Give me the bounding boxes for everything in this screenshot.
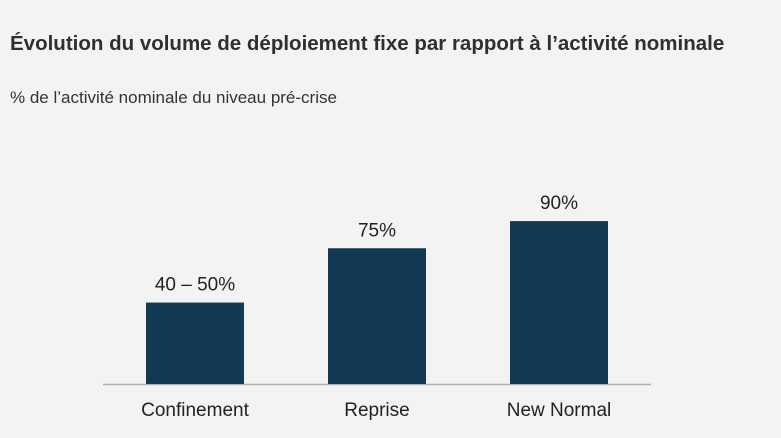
chart-subtitle: % de l’activité nominale du niveau pré-c… xyxy=(10,88,337,107)
chart-title: Évolution du volume de déploiement fixe … xyxy=(10,32,725,55)
data-label: 40 – 50% xyxy=(155,275,235,296)
bar xyxy=(510,221,608,384)
bar xyxy=(146,302,244,384)
x-tick-label: New Normal xyxy=(507,400,612,421)
x-tick-label: Reprise xyxy=(344,400,409,421)
x-tick-label: Confinement xyxy=(141,400,249,421)
data-label: 75% xyxy=(358,220,396,241)
data-label: 90% xyxy=(540,193,578,214)
bar xyxy=(328,248,426,384)
